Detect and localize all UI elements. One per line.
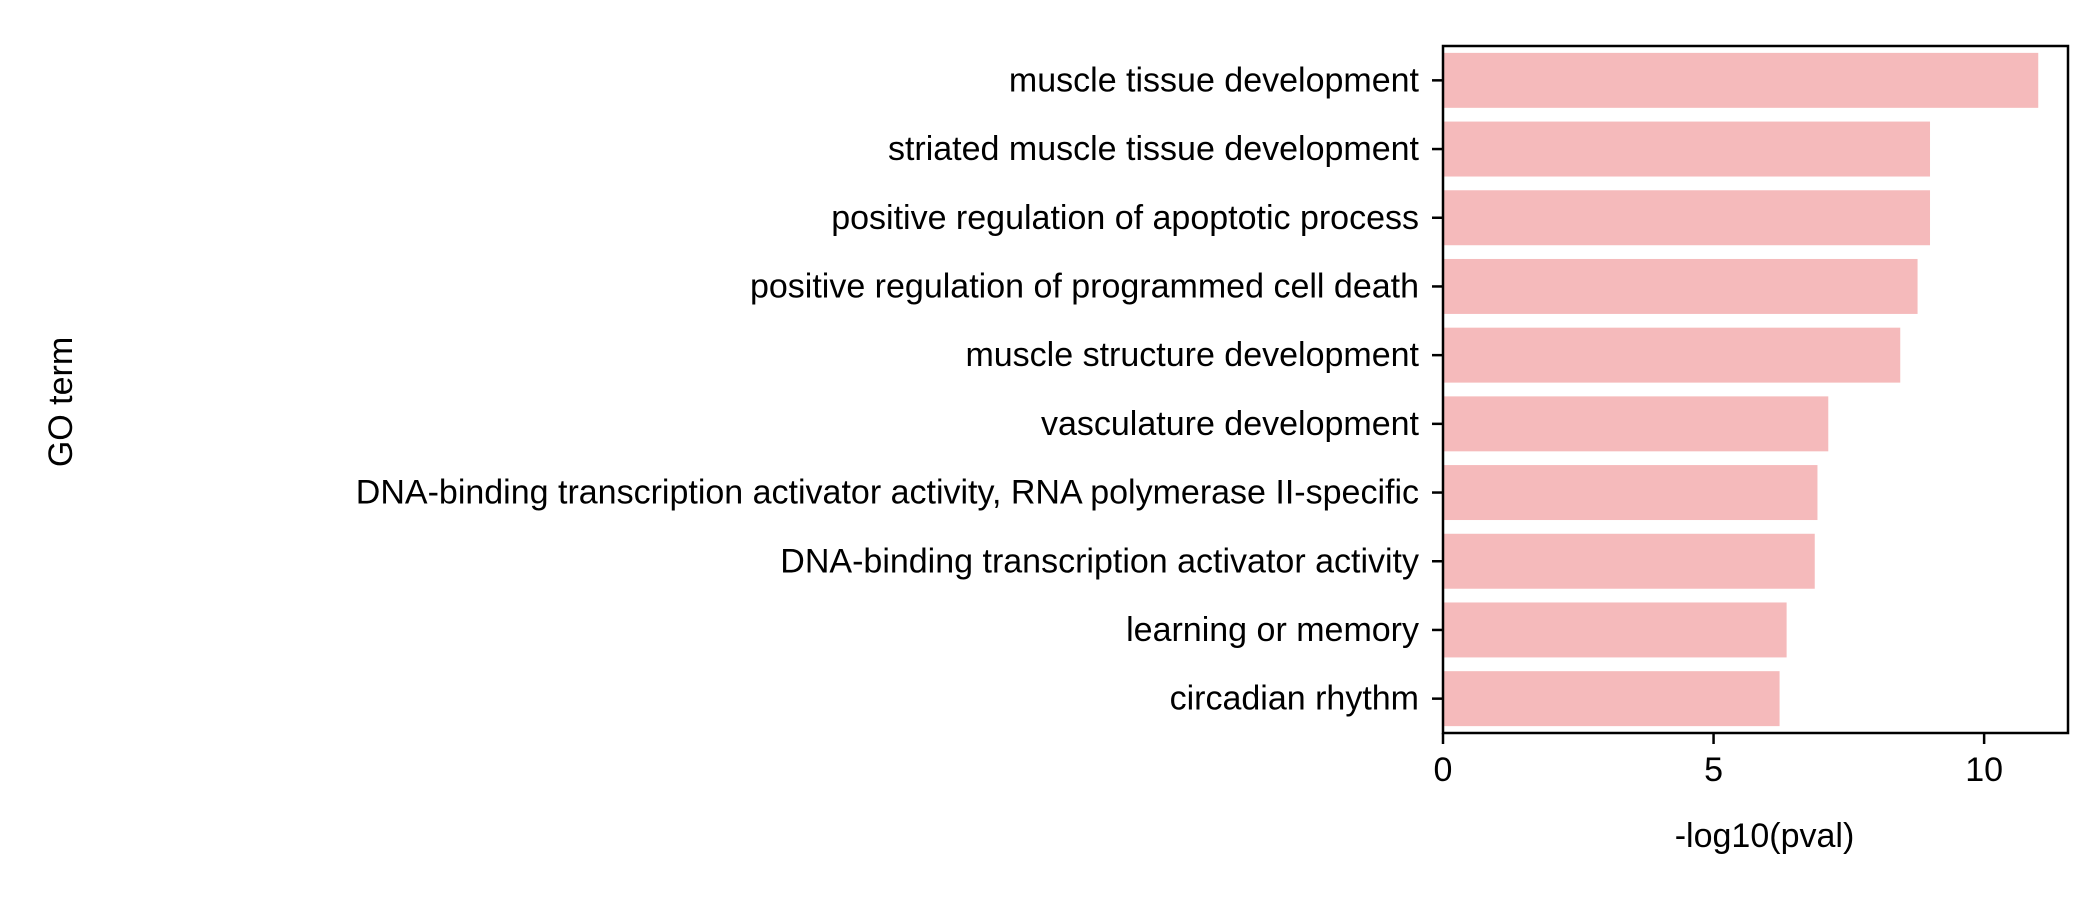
x-tick-label: 5 bbox=[1704, 751, 1723, 789]
y-tick-label: muscle tissue development bbox=[1009, 61, 1420, 99]
bar bbox=[1443, 258, 1918, 314]
bars-group bbox=[1443, 52, 2039, 727]
bar bbox=[1443, 327, 1901, 383]
y-tick-label: striated muscle tissue development bbox=[888, 130, 1420, 168]
bar bbox=[1443, 602, 1787, 658]
bar bbox=[1443, 190, 1931, 246]
bar bbox=[1443, 52, 2039, 108]
y-tick-label: positive regulation of apoptotic process bbox=[831, 199, 1419, 237]
bar bbox=[1443, 465, 1818, 521]
bar bbox=[1443, 533, 1815, 589]
y-ticks-group: muscle tissue development striated muscle… bbox=[356, 61, 1443, 718]
y-tick-label: muscle structure development bbox=[965, 336, 1419, 374]
x-ticks-group: 0 5 10 bbox=[1434, 733, 2003, 789]
y-tick-label: vasculature development bbox=[1041, 405, 1420, 443]
bar bbox=[1443, 671, 1780, 727]
y-tick-label: DNA-binding transcription activator acti… bbox=[780, 542, 1419, 580]
bar bbox=[1443, 396, 1829, 452]
y-axis-label: GO term bbox=[42, 337, 80, 467]
y-tick-label: DNA-binding transcription activator acti… bbox=[356, 474, 1419, 512]
y-tick-label: circadian rhythm bbox=[1170, 680, 1419, 718]
plot-frame bbox=[1441, 44, 2070, 735]
x-tick-label: 10 bbox=[1965, 751, 2003, 789]
y-tick-label: positive regulation of programmed cell d… bbox=[750, 267, 1419, 305]
x-axis-label: -log10(pval) bbox=[1675, 817, 1855, 855]
x-tick-label: 0 bbox=[1434, 751, 1453, 789]
bar bbox=[1443, 121, 1931, 177]
y-tick-label: learning or memory bbox=[1126, 611, 1419, 649]
